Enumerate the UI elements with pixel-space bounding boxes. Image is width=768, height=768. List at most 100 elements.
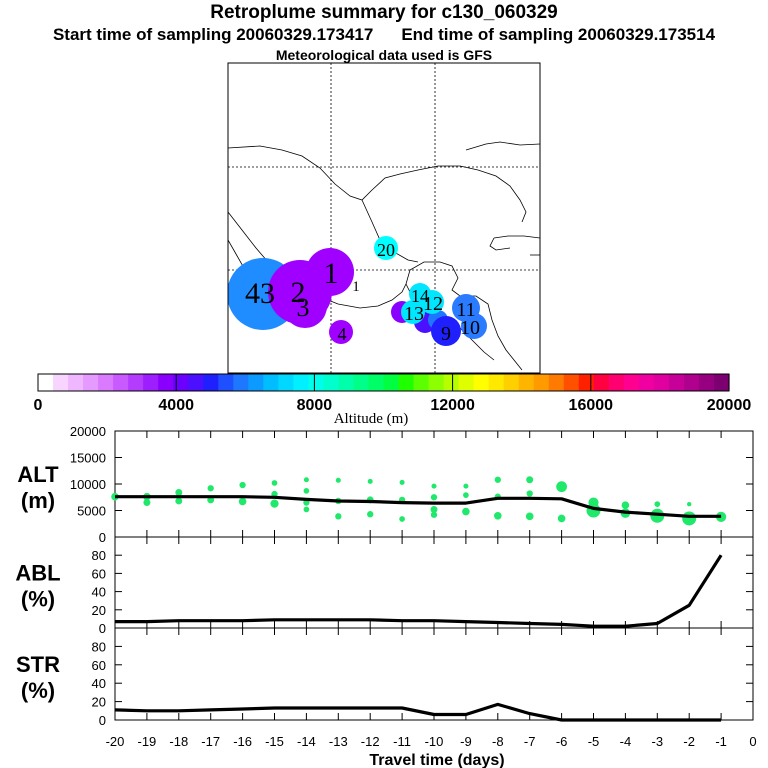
colorbar-swatch <box>713 374 730 391</box>
plume-label-2: 2 <box>291 276 306 309</box>
colorbar-swatch <box>53 374 69 391</box>
y-axis-unit: (%) <box>21 587 55 612</box>
colorbar-swatch <box>248 374 264 391</box>
y-tick-label: 0 <box>99 621 106 636</box>
colorbar-swatch <box>323 374 340 391</box>
panel-abl: 0 20 40 60 80 ABL(%) <box>15 536 754 636</box>
colorbar-swatch <box>353 374 370 391</box>
altitude-point <box>303 477 309 483</box>
colorbar-swatch <box>428 374 445 391</box>
y-tick-label: 20000 <box>70 424 106 439</box>
altitude-point <box>367 478 373 484</box>
x-tick-label: -20 <box>106 734 125 749</box>
x-tick-label: -14 <box>297 734 316 749</box>
y-tick-label: 60 <box>92 566 106 581</box>
x-tick-label: -11 <box>393 734 411 749</box>
colorbar-swatch <box>608 374 625 391</box>
altitude-point <box>525 512 534 521</box>
altitude-point <box>430 505 438 513</box>
colorbar-tick-label: 16000 <box>569 397 614 414</box>
x-tick-label: -12 <box>361 734 380 749</box>
y-tick-label: 0 <box>99 530 106 545</box>
colorbar-swatch <box>503 374 520 391</box>
altitude-point <box>335 477 341 483</box>
end-time-label: End time of sampling 20060329.173514 <box>401 25 716 44</box>
altitude-point <box>526 490 533 497</box>
colorbar-swatch <box>698 374 715 391</box>
altitude-point <box>526 476 534 484</box>
plume-marker-4 <box>329 320 353 344</box>
colorbar-swatch <box>203 374 219 391</box>
plume-label-11: 11 <box>456 299 475 321</box>
colorbar-swatch <box>38 374 54 391</box>
colorbar-swatch <box>443 374 460 391</box>
plume-label-20: 20 <box>377 240 395 260</box>
map-frame <box>227 62 541 374</box>
altitude-point <box>239 481 246 489</box>
x-tick-label: -5 <box>588 734 600 749</box>
colorbar-tick-label: 4000 <box>158 397 194 414</box>
colorbar-swatch <box>308 374 325 391</box>
colorbar-swatch <box>233 374 249 391</box>
colorbar-swatch <box>83 374 99 391</box>
panel-frame <box>114 627 754 721</box>
altitude-point <box>494 512 502 520</box>
sampling-times: Start time of sampling 20060329.173417 En… <box>0 25 768 45</box>
colorbar-swatch <box>143 374 159 391</box>
colorbar-swatch <box>458 374 475 391</box>
colorbar-swatch <box>338 374 355 391</box>
colorbar-swatch <box>593 374 610 391</box>
altitude-point <box>462 507 470 516</box>
y-tick-label: 20 <box>92 603 106 618</box>
colorbar-tick-label: 0 <box>34 397 43 414</box>
colorbar-swatch <box>653 374 670 391</box>
colorbar-swatch <box>188 374 204 391</box>
y-axis-unit: (m) <box>21 488 55 513</box>
plume-marker-10 <box>461 313 487 339</box>
colorbar-title: Altitude (m) <box>334 411 409 427</box>
altitude-point <box>430 494 438 501</box>
x-tick-label: 0 <box>749 734 756 749</box>
plume-label-3: 3 <box>297 293 310 322</box>
altitude-point <box>399 479 405 485</box>
colorbar-swatch <box>368 374 385 391</box>
x-tick-label: -9 <box>460 734 472 749</box>
plume-label-4: 4 <box>338 324 347 344</box>
x-axis-label: Travel time (days) <box>369 752 504 768</box>
y-tick-label: 5000 <box>77 504 106 519</box>
x-tick-label: -15 <box>265 734 284 749</box>
colorbar-swatch <box>518 374 535 391</box>
plume-marker-14 <box>409 283 431 305</box>
plume-label-1: 1 <box>324 257 339 290</box>
altitude-point <box>556 481 567 493</box>
x-tick-label: -18 <box>169 734 188 749</box>
colorbar-swatch <box>128 374 144 391</box>
colorbar-tick-label: 8000 <box>297 397 333 414</box>
series-line-alt <box>115 495 722 518</box>
colorbar-swatch <box>473 374 490 391</box>
colorbar-swatch <box>278 374 294 391</box>
altitude-point <box>654 501 661 507</box>
plume-label-10: 10 <box>460 317 480 339</box>
colorbar-swatch <box>533 374 550 391</box>
colorbar-swatch <box>668 374 685 391</box>
plume-label-9: 9 <box>441 323 451 345</box>
colorbar-swatch <box>563 374 580 391</box>
x-tick-label: -7 <box>524 734 536 749</box>
colorbar-swatch <box>398 374 415 391</box>
x-tick-label: -2 <box>683 734 695 749</box>
x-tick-label: -1 <box>715 734 727 749</box>
altitude-point <box>430 511 438 518</box>
plume-label-14: 14 <box>411 286 429 306</box>
plume-label-43: 43 <box>245 277 275 310</box>
colorbar-swatch <box>68 374 84 391</box>
colorbar-swatch <box>293 374 309 391</box>
altitude-point <box>687 501 692 507</box>
series-line-abl <box>115 554 723 628</box>
altitude-point <box>463 483 469 489</box>
panel-alt: 0 5000 10000 15000 20000 ALT(m) <box>17 424 754 545</box>
colorbar-swatch <box>173 374 189 391</box>
time-series-panels: 05000100001500020000ALT(m)020406080ABL(%… <box>15 424 756 768</box>
plume-marker-13 <box>401 300 425 324</box>
series-line-str <box>114 702 722 722</box>
